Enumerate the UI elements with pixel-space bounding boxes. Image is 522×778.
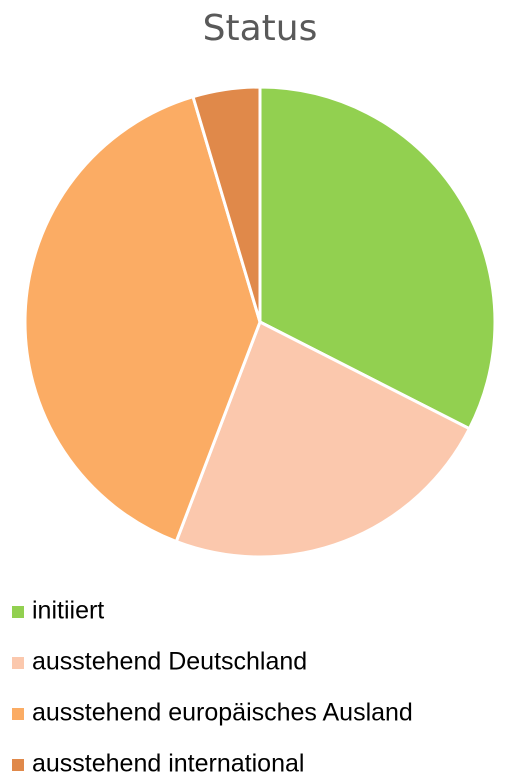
- legend-swatch: [12, 759, 24, 771]
- pie-slice: [258, 85, 497, 431]
- legend-label: initiiert: [32, 597, 104, 625]
- legend-swatch: [12, 657, 24, 669]
- legend-label: ausstehend Deutschland: [32, 648, 307, 676]
- chart-title: Status: [203, 8, 318, 49]
- pie-slice: [191, 85, 262, 323]
- legend-label: ausstehend europäisches Ausland: [32, 699, 413, 727]
- pie-slice: [23, 94, 262, 544]
- legend-label: ausstehend international: [32, 750, 304, 778]
- legend-swatch: [12, 708, 24, 720]
- pie-slice: [174, 319, 472, 559]
- legend-swatch: [12, 606, 24, 618]
